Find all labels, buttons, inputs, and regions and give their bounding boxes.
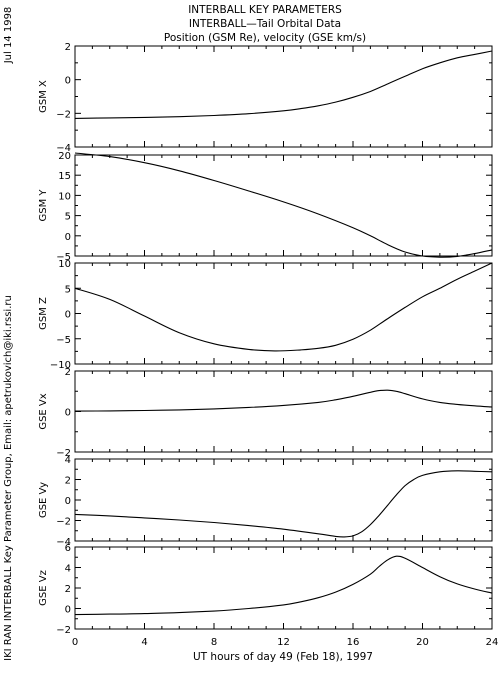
series-line-gse-vy: [74, 470, 493, 538]
y-tick-label: 4: [65, 455, 71, 466]
x-tick-label: 16: [347, 637, 360, 648]
panel-frame: [74, 45, 493, 148]
panel-2: −5 0 5 10 15 20 GSM Y: [38, 151, 493, 263]
y-tick-label: 2: [65, 42, 71, 53]
panel-frame: [74, 154, 493, 257]
figure-header: INTERBALL KEY PARAMETERS INTERBALL—Tail …: [164, 4, 366, 44]
y-tick-label: 0: [65, 310, 71, 321]
x-tick-label: 4: [141, 637, 147, 648]
y-tick-label: 20: [58, 151, 71, 162]
panel-5: −4 −2 0 2 4 GSE Vy: [38, 455, 493, 548]
date-stamp: Jul 14 1998: [3, 7, 14, 65]
y-tick-label: −10: [50, 360, 71, 371]
y-tick-label: 0: [65, 76, 71, 87]
panel-frame: [74, 370, 493, 453]
y-tick-label: −2: [56, 109, 71, 120]
series-line-gse-vx: [74, 389, 493, 412]
y-tick-label: 2: [65, 476, 71, 487]
title-line-2: INTERBALL—Tail Orbital Data: [189, 18, 341, 30]
y-tick-label: 5: [65, 212, 71, 223]
y-tick-label: 0: [65, 408, 71, 419]
x-axis: 0 4 8 12 16 20 24: [72, 637, 499, 648]
panel-frame: [74, 546, 493, 630]
y-tick-label: 4: [65, 564, 71, 575]
y-tick-label: −2: [56, 448, 71, 459]
y-axis-label: GSE Vz: [38, 570, 49, 606]
title-line-3: Position (GSM Re), velocity (GSE km/s): [164, 32, 366, 44]
y-tick-label: −2: [56, 517, 71, 528]
panel-frame: [74, 262, 493, 365]
y-tick-label: −5: [56, 252, 71, 263]
y-tick-label: 0: [65, 496, 71, 507]
y-tick-label: 15: [58, 171, 71, 182]
y-tick-label: 0: [65, 605, 71, 616]
series-line-gsm-x: [74, 50, 493, 119]
y-axis-label: GSM Z: [38, 297, 49, 330]
y-tick-label: −2: [56, 625, 71, 636]
x-tick-label: 24: [486, 637, 499, 648]
x-tick-label: 12: [277, 637, 290, 648]
panel-6: −2 0 2 4 6 GSE Vz: [38, 543, 493, 636]
panel-4: −2 0 2 GSE Vx: [38, 367, 493, 459]
panel-3: −10 −5 0 5 10 GSM Z: [38, 259, 493, 371]
y-tick-label: −4: [56, 537, 71, 548]
y-tick-label: −4: [56, 143, 71, 154]
series-line-gsm-y: [74, 152, 493, 258]
x-tick-label: 20: [416, 637, 429, 648]
x-axis-label: UT hours of day 49 (Feb 18), 1997: [193, 651, 373, 663]
y-tick-label: 10: [58, 259, 71, 270]
series-line-gsm-z: [74, 262, 493, 352]
y-axis-label: GSM Y: [38, 189, 49, 222]
y-axis-label: GSE Vx: [38, 393, 49, 429]
panel-1: −4 −2 0 2 GSM X: [38, 42, 493, 154]
y-tick-label: 2: [65, 584, 71, 595]
y-tick-label: 5: [65, 284, 71, 295]
y-axis-label: GSM X: [38, 80, 49, 113]
x-tick-label: 0: [72, 637, 78, 648]
y-tick-label: −5: [56, 335, 71, 346]
x-tick-label: 8: [211, 637, 217, 648]
y-tick-label: 6: [65, 543, 71, 554]
y-tick-label: 2: [65, 367, 71, 378]
y-tick-label: 10: [58, 191, 71, 202]
series-line-gse-vz: [74, 555, 493, 616]
title-line-1: INTERBALL KEY PARAMETERS: [188, 4, 342, 16]
y-tick-label: 0: [65, 232, 71, 243]
y-axis-label: GSE Vy: [38, 482, 49, 518]
credit-line: IKI RAN INTERBALL Key Parameter Group, E…: [3, 295, 14, 661]
